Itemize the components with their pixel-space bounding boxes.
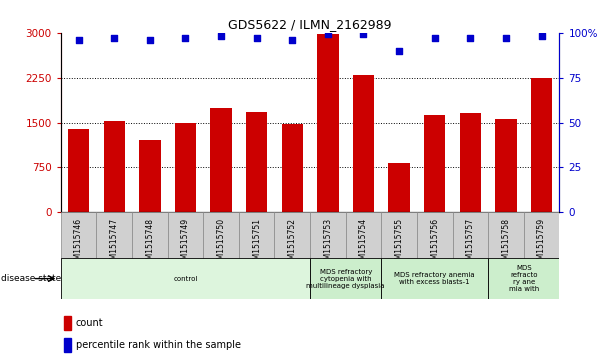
Bar bbox=[310, 258, 381, 299]
Bar bbox=[488, 258, 559, 299]
Bar bbox=[452, 212, 488, 260]
Text: GSM1515751: GSM1515751 bbox=[252, 218, 261, 269]
Title: GDS5622 / ILMN_2162989: GDS5622 / ILMN_2162989 bbox=[229, 19, 392, 32]
Text: GSM1515747: GSM1515747 bbox=[109, 218, 119, 269]
Bar bbox=[97, 212, 132, 260]
Point bbox=[501, 35, 511, 41]
Point bbox=[109, 35, 119, 41]
Bar bbox=[239, 212, 274, 260]
Text: GSM1515753: GSM1515753 bbox=[323, 218, 333, 269]
Text: GSM1515757: GSM1515757 bbox=[466, 218, 475, 269]
Bar bbox=[168, 212, 203, 260]
Bar bbox=[61, 212, 97, 260]
Bar bbox=[61, 258, 310, 299]
Bar bbox=[274, 212, 310, 260]
Bar bbox=[381, 258, 488, 299]
Point bbox=[359, 32, 368, 37]
Bar bbox=[64, 316, 71, 330]
Text: count: count bbox=[76, 318, 103, 328]
Bar bbox=[210, 107, 232, 212]
Bar bbox=[460, 113, 481, 212]
Bar bbox=[203, 212, 239, 260]
Bar bbox=[103, 121, 125, 212]
Point bbox=[430, 35, 440, 41]
Bar bbox=[389, 163, 410, 212]
Bar bbox=[282, 124, 303, 212]
Bar bbox=[139, 140, 161, 212]
Bar bbox=[317, 34, 339, 212]
Text: GSM1515759: GSM1515759 bbox=[537, 218, 546, 269]
Text: GSM1515750: GSM1515750 bbox=[216, 218, 226, 269]
Point bbox=[252, 35, 261, 41]
Point bbox=[323, 32, 333, 37]
Text: GSM1515746: GSM1515746 bbox=[74, 218, 83, 269]
Point bbox=[216, 33, 226, 39]
Text: percentile rank within the sample: percentile rank within the sample bbox=[76, 340, 241, 350]
Point bbox=[537, 33, 547, 39]
Text: GSM1515748: GSM1515748 bbox=[145, 218, 154, 269]
Bar bbox=[64, 338, 71, 352]
Text: MDS
refracto
ry ane
mia with: MDS refracto ry ane mia with bbox=[509, 265, 539, 292]
Point bbox=[74, 37, 83, 43]
Point bbox=[288, 37, 297, 43]
Point bbox=[181, 35, 190, 41]
Text: MDS refractory anemia
with excess blasts-1: MDS refractory anemia with excess blasts… bbox=[395, 272, 475, 285]
Text: GSM1515754: GSM1515754 bbox=[359, 218, 368, 269]
Text: disease state: disease state bbox=[1, 274, 61, 283]
Bar bbox=[310, 212, 346, 260]
Text: GSM1515749: GSM1515749 bbox=[181, 218, 190, 269]
Bar bbox=[523, 212, 559, 260]
Text: MDS refractory
cytopenia with
multilineage dysplasia: MDS refractory cytopenia with multilinea… bbox=[306, 269, 385, 289]
Bar bbox=[531, 78, 552, 212]
Bar bbox=[353, 74, 374, 212]
Text: GSM1515756: GSM1515756 bbox=[430, 218, 439, 269]
Text: GSM1515758: GSM1515758 bbox=[502, 218, 511, 269]
Bar bbox=[488, 212, 523, 260]
Bar bbox=[417, 212, 452, 260]
Text: GSM1515755: GSM1515755 bbox=[395, 218, 404, 269]
Bar bbox=[346, 212, 381, 260]
Point bbox=[394, 48, 404, 54]
Bar bbox=[132, 212, 168, 260]
Text: GSM1515752: GSM1515752 bbox=[288, 218, 297, 269]
Bar bbox=[381, 212, 417, 260]
Bar bbox=[496, 119, 517, 212]
Bar bbox=[424, 115, 446, 212]
Point bbox=[466, 35, 475, 41]
Bar bbox=[68, 129, 89, 212]
Bar bbox=[174, 123, 196, 212]
Bar bbox=[246, 112, 268, 212]
Point bbox=[145, 37, 154, 43]
Text: control: control bbox=[173, 276, 198, 282]
